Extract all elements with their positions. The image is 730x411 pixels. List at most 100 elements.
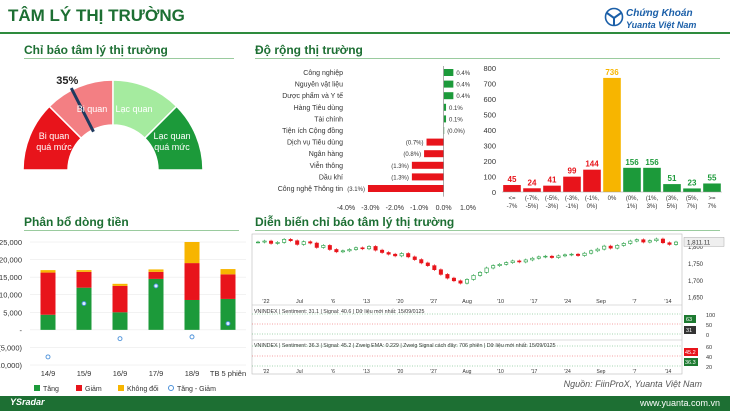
line-price-tick: 1,750 (688, 262, 704, 268)
line-candle-body (536, 256, 541, 259)
line-candle-body (262, 240, 267, 243)
footer-bar (0, 396, 730, 411)
flow-bar-up (112, 312, 128, 330)
distribution-category-label: -1%) (566, 204, 579, 210)
distribution-category-label: 3%) (647, 204, 658, 210)
line-panel1-upper-box (684, 315, 696, 323)
flow-net-marker (153, 283, 159, 289)
flow-bar-down (220, 274, 236, 299)
flow-bar-down (184, 263, 200, 300)
breadth-bar (443, 80, 454, 88)
gauge-seg-1-line1: Bi quan (39, 131, 70, 141)
breadth-value-label: 0.4% (456, 71, 470, 77)
line-candle-body (478, 272, 483, 276)
distribution-y-tick: 700 (483, 80, 496, 89)
line-candle-body (634, 239, 639, 242)
breadth-category-label: Ngân hàng (309, 151, 343, 158)
distribution-category-label: 1%) (627, 204, 638, 210)
line-panel1-tick: 100 (706, 313, 715, 319)
line-candle-body (484, 267, 489, 273)
distribution-value-label: 736 (605, 68, 619, 77)
breadth-value-label: (0.7%) (406, 141, 424, 147)
breadth-category-label: Dầu khí (319, 172, 343, 181)
flow-title: Phân bổ dòng tiền (24, 215, 129, 229)
line-candle-body (438, 269, 443, 275)
flow-category-label: TB 5 phiên (210, 369, 246, 378)
breadth-value-label: 0.4% (456, 94, 470, 100)
sentiment-line-chart: 1,800 1,750 1,700 1,650 1,811.11 '22 Jul '6 '13 '… (251, 233, 725, 375)
line-price-last: 1,811.11 (687, 239, 711, 246)
line-candle-body (399, 253, 404, 257)
gauge-seg-4-line1: Lạc quan (153, 131, 190, 141)
flow-category-label: 14/9 (41, 369, 56, 378)
breadth-value-label: 0.1% (449, 106, 463, 112)
line-date-tick-bottom: '22 (263, 369, 270, 375)
flow-bar-up (184, 299, 200, 330)
breadth-x-tick: -4.0% (337, 205, 355, 212)
flow-bar-up (40, 314, 56, 330)
line-candle-body (549, 255, 554, 258)
line-date-tick-bottom: '17 (531, 369, 538, 375)
line-panel1-label: VNINDEX | Sentiment: 31.1 | Signal: 40.6… (254, 309, 424, 315)
distribution-bar (563, 176, 581, 192)
breadth-x-tick: -2.0% (386, 205, 404, 212)
line-date-tick: '22 (262, 299, 269, 305)
flow-bar-flat (112, 283, 128, 286)
line-candle-body (647, 240, 652, 243)
breadth-category-label: Công nghiệp (303, 70, 343, 77)
line-candle-body (595, 248, 600, 252)
line-panel2-upper-box (684, 348, 698, 356)
flow-legend-label: Không đổi (127, 385, 159, 393)
line-candle-body (530, 257, 535, 261)
line-price-tick: 1,800 (688, 245, 704, 251)
breadth-x-tick: -3.0% (361, 205, 379, 212)
line-panel2-lower-box (684, 358, 698, 366)
footer-website[interactable]: www.yuanta.com.vn (639, 398, 720, 408)
line-date-tick-bottom: Jul (296, 369, 302, 375)
distribution-value-label: 99 (568, 167, 577, 176)
line-candle-body (491, 265, 496, 269)
flow-bar-flat (220, 269, 236, 275)
breadth-value-label: (1.3%) (391, 175, 409, 181)
flow-legend-swatch (168, 385, 174, 391)
line-candle-body (608, 245, 613, 249)
flow-legend-label: Tăng (43, 386, 59, 393)
distribution-y-tick: 0 (492, 188, 496, 197)
line-date-tick: Sep (596, 299, 606, 305)
distribution-y-tick: 800 (483, 64, 496, 73)
flow-category-label: 18/9 (185, 369, 200, 378)
line-date-tick-bottom: Sep (597, 369, 606, 375)
line-candle-body (517, 260, 522, 263)
distribution-category-label: 0%) (587, 204, 598, 210)
line-candle-body (504, 262, 509, 265)
brand-line1: Chứng Khoán (626, 8, 693, 19)
line-candle-body (432, 265, 437, 270)
line-date-tick-bottom: '7 (633, 369, 637, 375)
breadth-chart: Công nghiệp 0.4% Nguyên vật liệu 0.4% Dược p… (278, 66, 476, 212)
flow-bar-flat (76, 270, 92, 272)
line-candle-body (667, 242, 672, 245)
page-title: TÂM LÝ THỊ TRƯỜNG (8, 6, 185, 25)
sentiment-title: Diễn biến chỉ báo tâm lý thị trường (255, 215, 455, 229)
gauge-seg-2: Bi quan (77, 104, 108, 114)
flow-bar-up (220, 298, 236, 330)
line-candle-body (367, 246, 372, 250)
breadth-x-tick: 0.0% (436, 205, 452, 212)
line-candle-body (569, 253, 574, 256)
flow-net-marker (81, 301, 87, 306)
distribution-y-tick: 600 (483, 95, 496, 104)
distribution-category-label: >= (708, 196, 716, 202)
line-date-tick-bottom: Aug (463, 369, 472, 375)
flow-bar-flat (184, 242, 200, 264)
line-candle-body (412, 256, 417, 260)
distribution-category-label: (-3%, (565, 196, 580, 202)
distribution-category-label: (0%, (626, 196, 639, 202)
line-candle-body (353, 247, 358, 250)
line-date-tick: Jul (296, 299, 303, 305)
distribution-category-label: -7% (507, 204, 518, 210)
line-candle-body (621, 243, 626, 246)
flow-y-tick: 20,000 (0, 256, 22, 265)
breadth-value-label: 0.4% (456, 83, 470, 89)
line-date-tick-bottom: '13 (363, 369, 370, 375)
distribution-bar (583, 169, 601, 192)
